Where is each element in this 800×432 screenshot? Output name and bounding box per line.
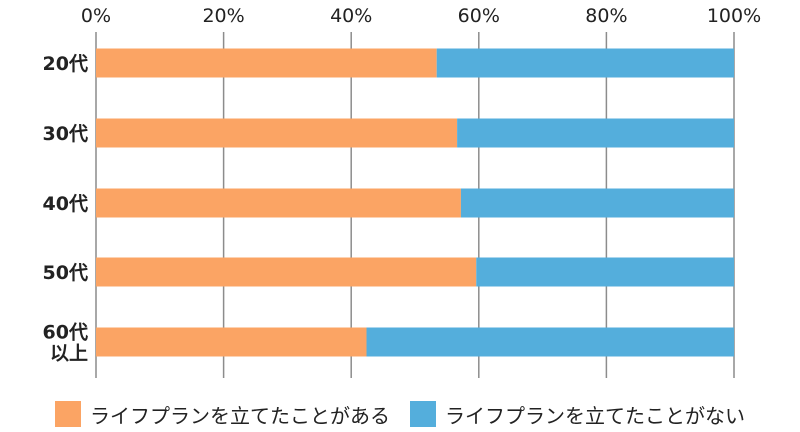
bar-series xyxy=(96,48,734,357)
bar-yes xyxy=(96,118,458,148)
legend-item-no: ライフプランを立てたことがない xyxy=(410,400,745,429)
bar-no xyxy=(366,327,734,357)
category-label: 60代 xyxy=(43,322,88,344)
x-tick-label: 100% xyxy=(707,5,761,27)
bar-no xyxy=(436,48,734,78)
category-label: 以上 xyxy=(50,343,88,365)
legend-swatch-no xyxy=(410,401,436,427)
category-label: 50代 xyxy=(43,262,88,284)
x-tick-label: 60% xyxy=(458,5,500,27)
bar-yes xyxy=(96,48,437,78)
legend-item-yes: ライフプランを立てたことがある xyxy=(55,400,390,429)
category-label: 30代 xyxy=(43,123,88,145)
legend: ライフプランを立てたことがある ライフプランを立てたことがない xyxy=(0,396,800,432)
bar-yes xyxy=(96,257,477,287)
bar-yes xyxy=(96,188,461,218)
category-label: 40代 xyxy=(43,193,88,215)
bar-no xyxy=(476,257,734,287)
x-tick-label: 20% xyxy=(202,5,244,27)
x-tick-label: 80% xyxy=(585,5,627,27)
legend-label-yes: ライフプランを立てたことがある xyxy=(90,403,390,428)
category-label: 20代 xyxy=(43,53,88,75)
bar-no xyxy=(457,118,734,148)
bar-yes xyxy=(96,327,367,357)
bar-no xyxy=(460,188,734,218)
legend-label-no: ライフプランを立てたことがない xyxy=(445,403,745,428)
x-tick-label: 40% xyxy=(330,5,372,27)
x-axis-tick-labels: 0% 20% 40% 60% 80% 100% xyxy=(81,5,761,27)
legend-swatch-yes xyxy=(55,401,81,427)
x-tick-label: 0% xyxy=(81,5,111,27)
